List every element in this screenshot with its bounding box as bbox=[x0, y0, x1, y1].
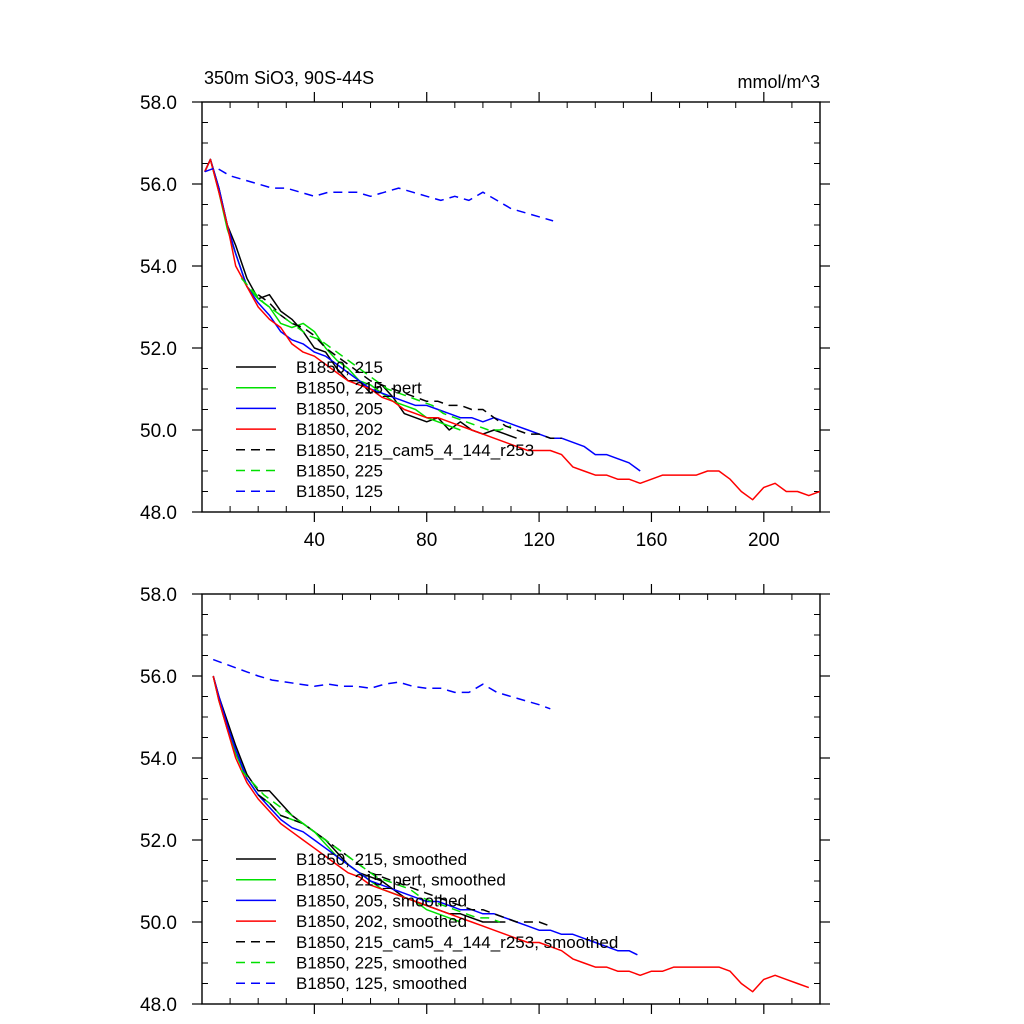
y-tick-label: 54.0 bbox=[140, 257, 177, 278]
panel-title: 350m SiO3, 90S-44S bbox=[204, 68, 374, 88]
legend-label: B1850, 125, smoothed bbox=[296, 974, 467, 993]
top-panel: 350m SiO3, 90S-44S mmol/m^3 40 80 120 160 20… bbox=[140, 68, 830, 551]
legend-label: B1850, 205 bbox=[296, 399, 383, 418]
legend-label: B1850, 225 bbox=[296, 462, 383, 481]
series-line bbox=[204, 166, 554, 222]
legend-label: B1850, 202, smoothed bbox=[296, 912, 467, 931]
series-line bbox=[212, 675, 638, 956]
series-line bbox=[257, 794, 551, 927]
y-tick-label: 50.0 bbox=[140, 421, 177, 442]
y-tick-label: 56.0 bbox=[140, 175, 177, 196]
legend-label: B1850, 125 bbox=[296, 482, 383, 501]
x-tick-label: 120 bbox=[523, 530, 555, 551]
series-line bbox=[204, 158, 820, 501]
legend-label: B1850, 215_pert, smoothed bbox=[296, 871, 506, 890]
y-tick-label: 54.0 bbox=[140, 749, 177, 770]
y-tick-label: 58.0 bbox=[140, 93, 177, 114]
series-line bbox=[212, 658, 551, 710]
series-line bbox=[204, 158, 641, 472]
legend-label: B1850, 215, smoothed bbox=[296, 850, 467, 869]
series-line bbox=[240, 769, 501, 923]
legend-label: B1850, 205, smoothed bbox=[296, 891, 467, 910]
panel-units: mmol/m^3 bbox=[738, 72, 820, 92]
y-tick-label: 48.0 bbox=[140, 503, 177, 524]
y-tick-label: 48.0 bbox=[140, 995, 177, 1016]
x-tick-label: 80 bbox=[416, 530, 437, 551]
x-tick-label: 40 bbox=[304, 530, 325, 551]
y-tick-label: 52.0 bbox=[140, 831, 177, 852]
x-tick-label: 160 bbox=[636, 530, 668, 551]
y-tick-label: 52.0 bbox=[140, 339, 177, 360]
legend-label: B1850, 215_cam5_4_144_r253, smoothed bbox=[296, 933, 618, 952]
legend-label: B1850, 225, smoothed bbox=[296, 954, 467, 973]
y-tick-label: 50.0 bbox=[140, 913, 177, 934]
y-tick-label: 56.0 bbox=[140, 667, 177, 688]
x-tick-label: 200 bbox=[748, 530, 780, 551]
legend-label: B1850, 215_pert bbox=[296, 379, 422, 398]
series-line bbox=[204, 158, 517, 439]
series-line bbox=[240, 277, 512, 431]
y-tick-label: 58.0 bbox=[140, 585, 177, 606]
legend-label: B1850, 202 bbox=[296, 420, 383, 439]
bottom-panel: 48.0 50.0 52.0 54.0 56.0 58.0 B1850, 215, smoo… bbox=[140, 584, 830, 1016]
series-line bbox=[257, 294, 562, 439]
series-line bbox=[212, 675, 810, 993]
legend-label: B1850, 215 bbox=[296, 358, 383, 377]
legend-label: B1850, 215_cam5_4_144_r253 bbox=[296, 441, 534, 460]
